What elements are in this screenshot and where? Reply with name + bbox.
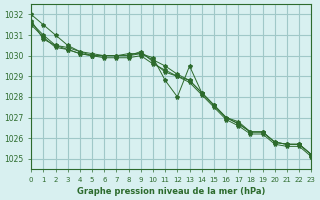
X-axis label: Graphe pression niveau de la mer (hPa): Graphe pression niveau de la mer (hPa) <box>77 187 266 196</box>
